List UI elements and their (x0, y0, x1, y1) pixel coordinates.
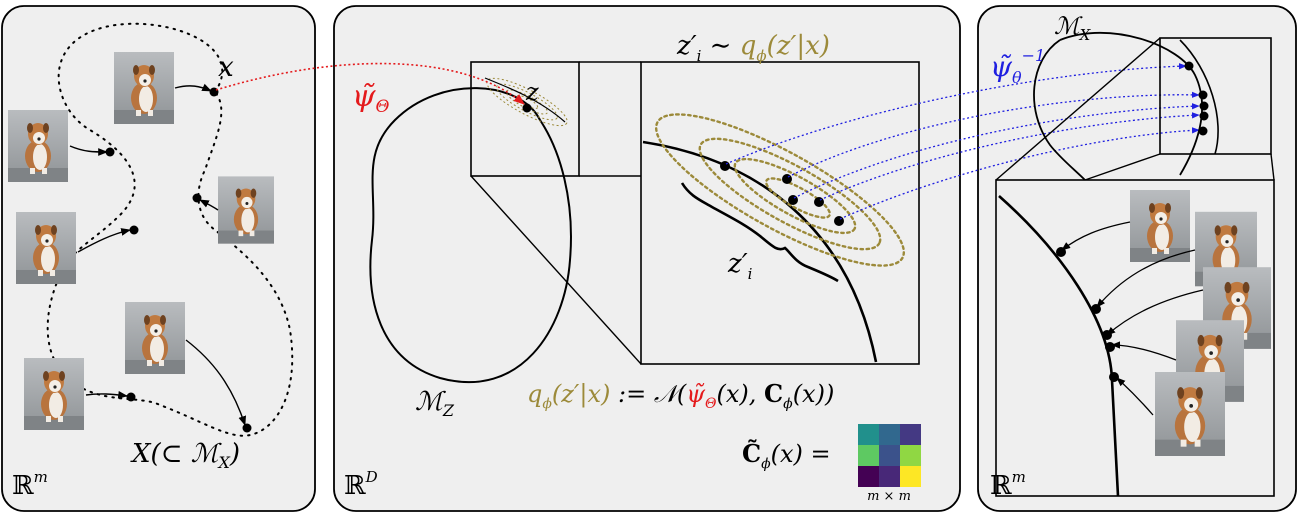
panel-middle (333, 5, 961, 512)
left-manifold-points (105, 87, 252, 433)
zoom-target-box (640, 61, 920, 365)
space-label-left: ℝm (12, 468, 48, 501)
right-manifold-left-arc (1033, 39, 1086, 181)
cov-cell (858, 424, 879, 445)
space-label-right: ℝm (990, 468, 1026, 501)
label-decoder: ψ̃θ−1 (990, 46, 1045, 87)
label-zi-prime: z′i (727, 249, 753, 283)
right-zoom-connectors (995, 37, 1275, 181)
dog-image-x (114, 52, 174, 124)
left-projection-arrows (69, 83, 246, 426)
label-sample-equation: z′i ∼ qϕ(z′|x) (676, 31, 830, 65)
label-cov-dims: m × m (867, 489, 911, 504)
data-manifold-curve (46, 22, 294, 437)
label-covariance: C̃ϕ(x) = (742, 439, 831, 472)
right-manifold-outline (1059, 31, 1203, 176)
dog-image-3 (16, 212, 76, 284)
label-latent-manifold: ℳZ (415, 387, 455, 420)
point-z (522, 103, 532, 113)
cov-cell (900, 424, 921, 445)
decoder-arrows (725, 63, 1200, 220)
cov-cell (900, 445, 921, 466)
encoder-arrow (215, 62, 525, 105)
zoom-source-box (470, 61, 580, 177)
cov-cell (858, 445, 879, 466)
brace-zi (680, 182, 839, 283)
covariance-matrix (858, 424, 921, 487)
dog-image-1 (8, 110, 68, 182)
right-zoom-target-box (995, 179, 1275, 497)
cov-cell (858, 466, 879, 487)
right-projection-arrows (1061, 221, 1204, 416)
dog-image-5 (24, 358, 84, 430)
right-zoom-points (1056, 247, 1119, 382)
dog-image-r5 (1155, 372, 1225, 456)
dog-image-2 (218, 176, 274, 244)
label-x: x (218, 50, 234, 83)
cov-cell (900, 466, 921, 487)
right-zoomed-curve (998, 195, 1120, 497)
label-data-manifold: X(⊂ ℳX) (130, 439, 240, 472)
right-inset-curve (1179, 39, 1219, 155)
label-encoder: ψ̃Θ (352, 79, 390, 117)
space-label-middle: ℝD (344, 468, 378, 501)
dog-image-r1 (1130, 190, 1190, 262)
zoomed-manifold-curve (642, 140, 878, 363)
label-right-manifold: ℳX (1054, 12, 1092, 44)
zoom-connectors (470, 61, 642, 365)
label-z: z (525, 78, 539, 106)
right-inset-points (1184, 61, 1209, 136)
cov-cell (879, 466, 900, 487)
dog-image-4 (125, 302, 185, 374)
latent-manifold-inset-arc (484, 77, 566, 123)
cov-cell (879, 445, 900, 466)
cov-cell (879, 424, 900, 445)
large-gaussian (654, 113, 906, 267)
label-posterior: qϕ(z′|x) := 𝒩(ψ̃Θ(x), Cϕ(x)) (527, 379, 834, 412)
